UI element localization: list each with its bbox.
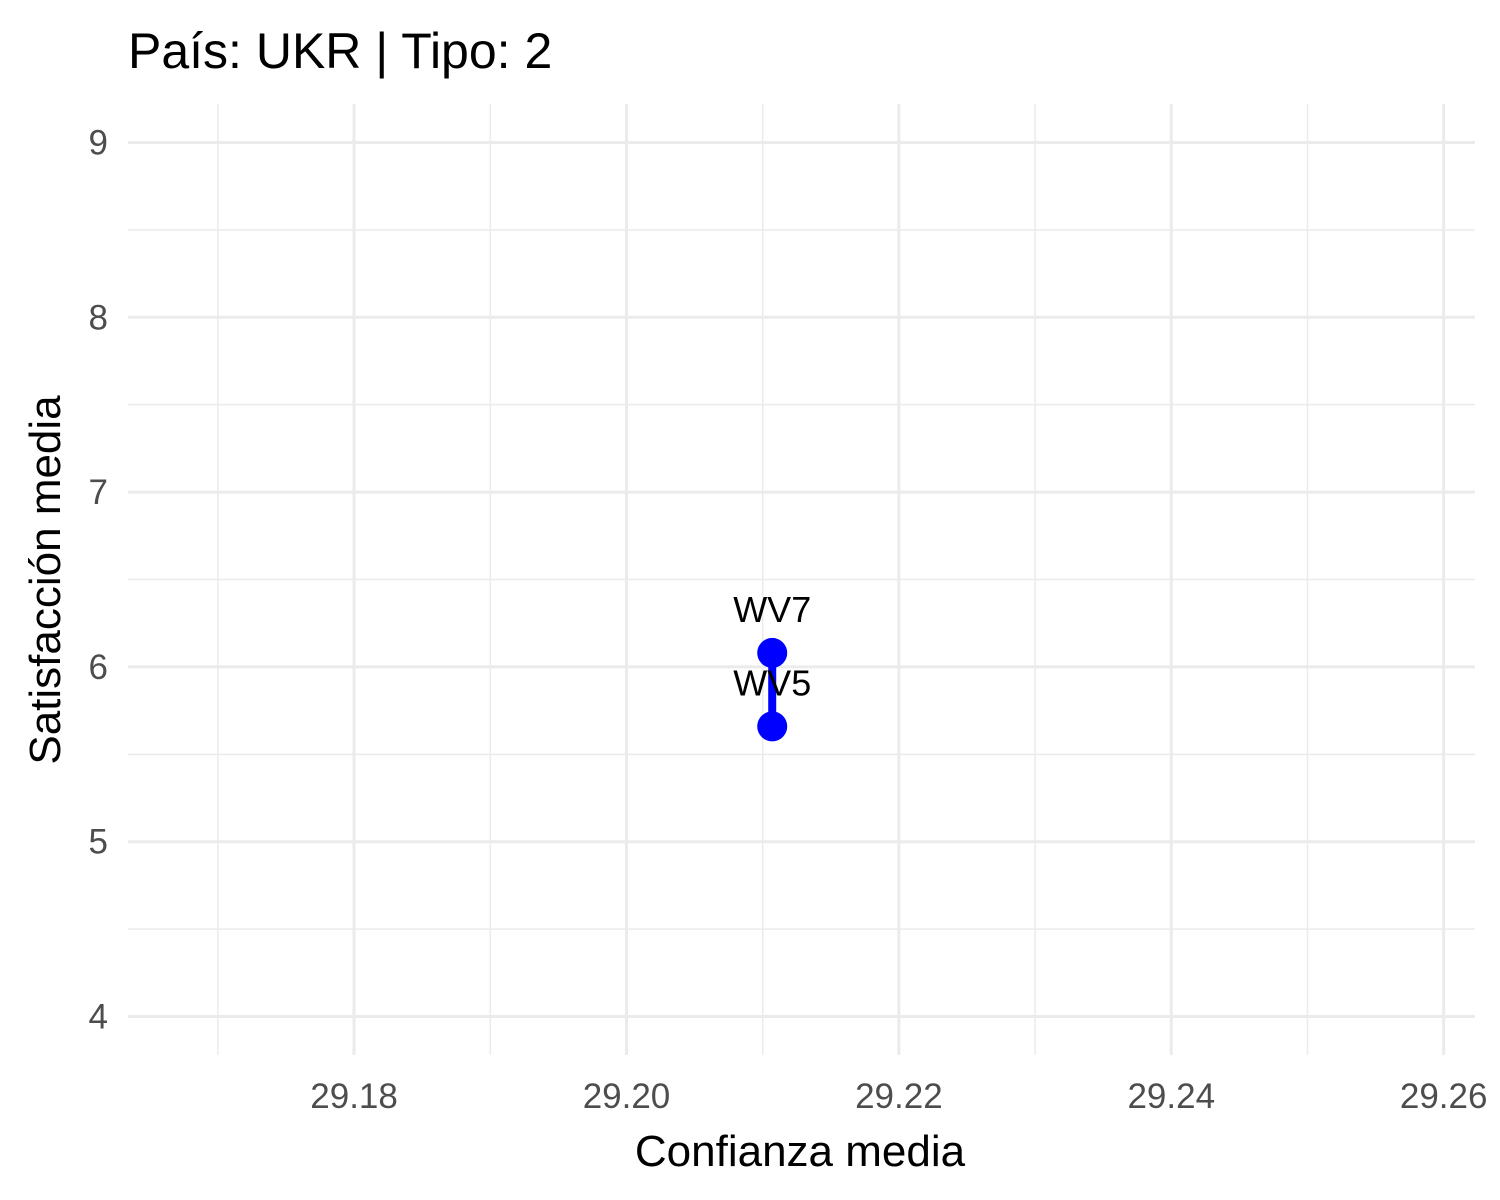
y-axis-title: Satisfacción media [21,395,70,765]
chart-title: País: UKR | Tipo: 2 [128,23,552,79]
x-tick-label: 29.22 [855,1077,943,1116]
y-axis-ticks: 4 5 6 7 8 9 [89,123,108,1036]
grid-lines [128,104,1475,1055]
x-tick-label: 29.20 [583,1077,671,1116]
x-tick-label: 29.26 [1400,1077,1488,1116]
y-tick-label: 8 [89,298,108,337]
x-axis-ticks: 29.18 29.20 29.22 29.24 29.26 [310,1077,1487,1116]
y-tick-label: 6 [89,648,108,687]
point-label: WV5 [733,662,811,703]
data-layer: WV5 WV7 [733,589,811,742]
data-point [757,711,788,742]
y-tick-label: 9 [89,123,108,162]
y-tick-label: 5 [89,823,108,862]
point-label: WV7 [733,589,811,630]
x-tick-label: 29.24 [1127,1077,1215,1116]
y-tick-label: 7 [89,473,108,512]
x-tick-label: 29.18 [310,1077,398,1116]
y-tick-label: 4 [89,998,108,1037]
x-axis-title: Confianza media [635,1127,966,1176]
data-point [757,637,788,668]
